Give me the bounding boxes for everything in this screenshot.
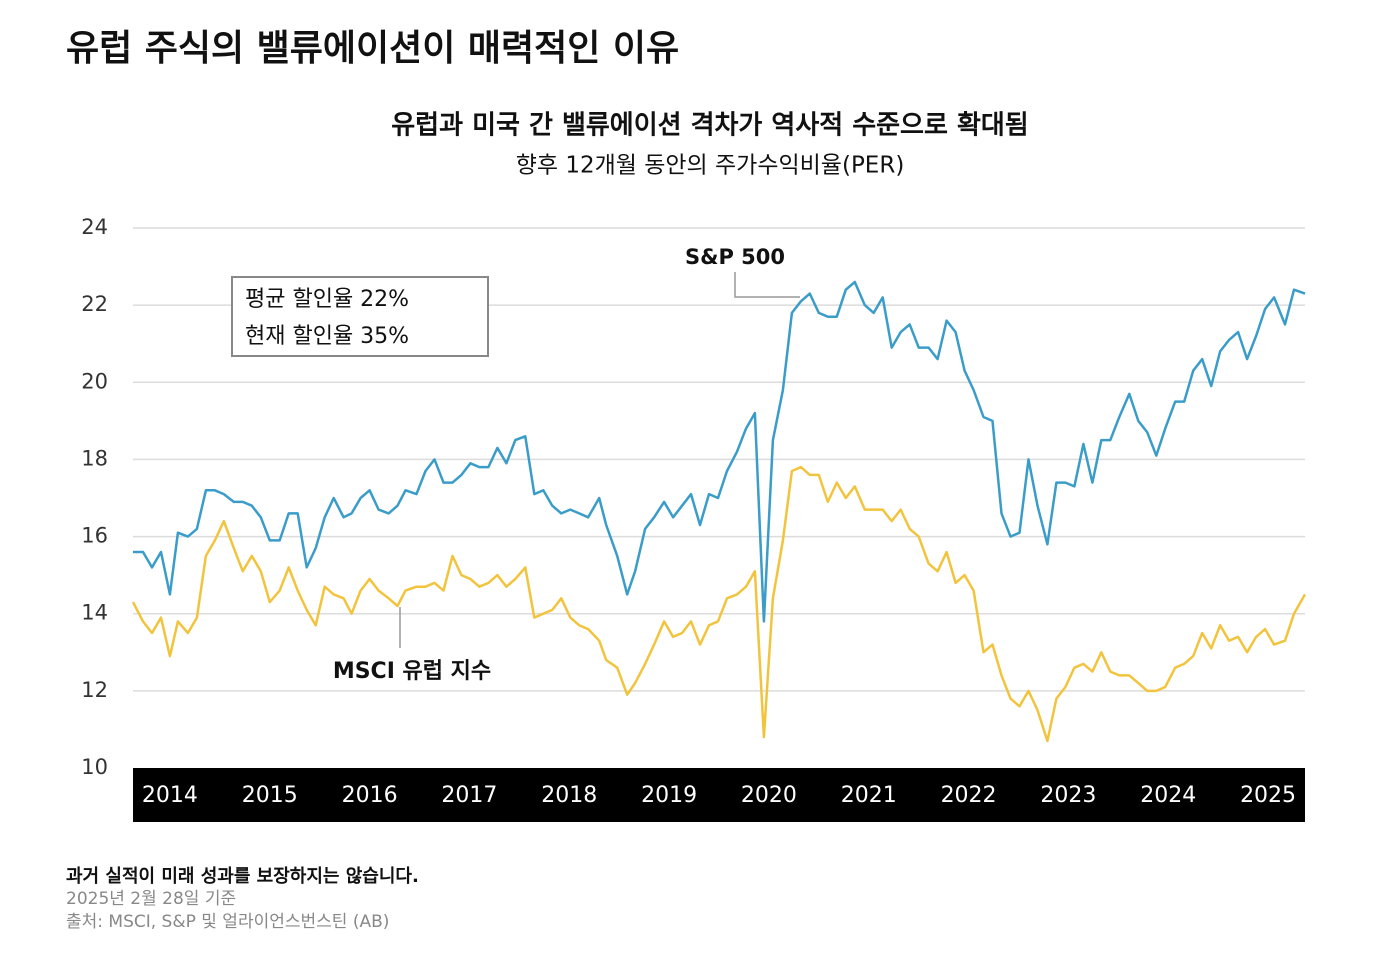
annotation-box bbox=[231, 276, 489, 357]
series-line bbox=[131, 465, 1307, 743]
x-tick-label: 2021 bbox=[841, 783, 897, 808]
footnote: 출처: MSCI, S&P 및 얼라이언스번스틴 (AB) bbox=[66, 912, 389, 932]
x-tick-label: 2025 bbox=[1240, 783, 1296, 808]
footnote: 2025년 2월 28일 기준 bbox=[66, 889, 236, 909]
x-tick-label: 2020 bbox=[741, 783, 797, 808]
x-tick-label: 2016 bbox=[342, 783, 398, 808]
series-line bbox=[133, 280, 1306, 623]
footnote: 과거 실적이 미래 성과를 보장하지는 않습니다. bbox=[66, 866, 419, 887]
y-tick-label: 22 bbox=[81, 292, 108, 316]
series-annotation: S&P 500 bbox=[685, 245, 785, 269]
y-tick-label: 14 bbox=[81, 601, 108, 625]
leader-line bbox=[734, 272, 800, 298]
y-tick-label: 16 bbox=[81, 524, 108, 548]
x-tick-label: 2019 bbox=[641, 783, 697, 808]
y-tick-label: 18 bbox=[81, 446, 108, 470]
box-text: 평균 할인율 22% bbox=[245, 287, 409, 312]
series-annotation: MSCI 유럽 지수 bbox=[333, 659, 491, 684]
x-tick-label: 2015 bbox=[242, 783, 298, 808]
x-tick-label: 2018 bbox=[541, 783, 597, 808]
box-text: 현재 할인율 35% bbox=[245, 324, 409, 349]
x-tick-label: 2014 bbox=[142, 783, 198, 808]
x-axis-band bbox=[133, 768, 1305, 822]
x-tick-label: 2022 bbox=[941, 783, 997, 808]
x-tick-label: 2017 bbox=[441, 783, 497, 808]
y-tick-label: 12 bbox=[81, 678, 108, 702]
chart-title: 유럽 주식의 밸류에이션이 매력적인 이유 bbox=[66, 28, 679, 69]
x-tick-label: 2023 bbox=[1040, 783, 1096, 808]
y-tick-label: 10 bbox=[81, 755, 108, 779]
y-tick-label: 20 bbox=[81, 369, 108, 393]
x-tick-label: 2024 bbox=[1140, 783, 1196, 808]
chart-subtitle: 유럽과 미국 간 밸류에이션 격차가 역사적 수준으로 확대됨 bbox=[391, 111, 1028, 141]
y-tick-label: 24 bbox=[81, 215, 108, 239]
y-axis-label: 향후 12개월 동안의 주가수익비율(PER) bbox=[516, 153, 905, 179]
